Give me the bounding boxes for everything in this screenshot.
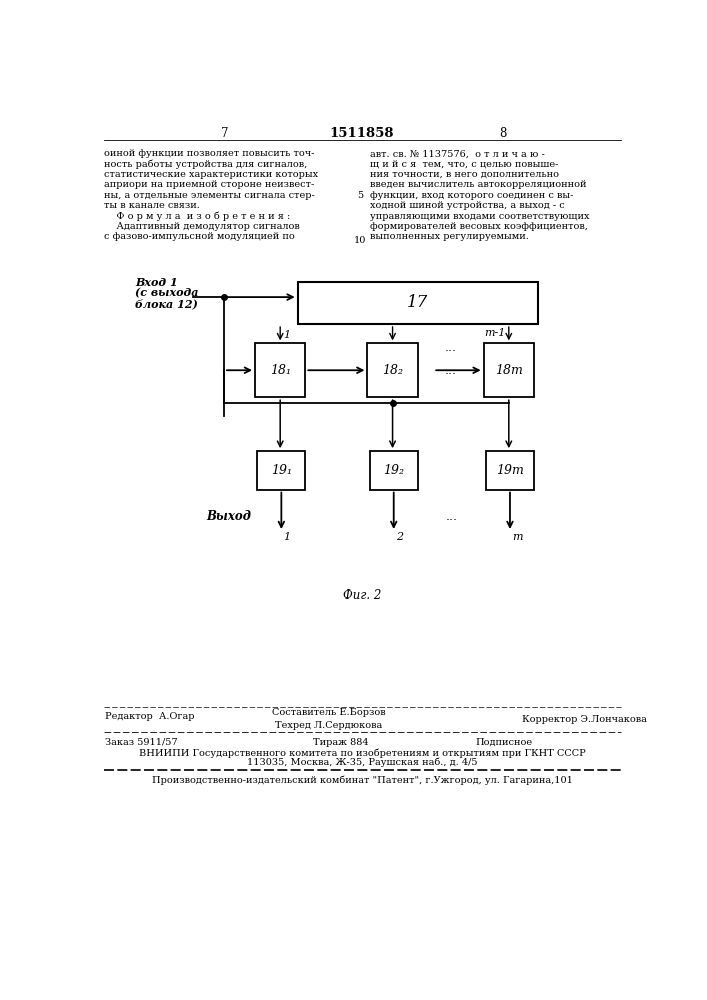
Text: 1: 1: [284, 330, 291, 340]
Text: щ и й с я  тем, что, с целью повыше-: щ и й с я тем, что, с целью повыше-: [370, 160, 558, 169]
Text: ния точности, в него дополнительно: ния точности, в него дополнительно: [370, 170, 559, 179]
Text: 17: 17: [407, 294, 428, 311]
Bar: [484, 343, 534, 397]
Text: ...: ...: [446, 510, 458, 523]
Text: Вход 1: Вход 1: [135, 277, 177, 288]
Text: Составитель Е.Борзов: Составитель Е.Борзов: [271, 708, 385, 717]
Text: ВНИИПИ Государственного комитета по изобретениям и открытиям при ГКНТ СССР: ВНИИПИ Государственного комитета по изоб…: [139, 748, 585, 758]
Text: ны, а отдельные элементы сигнала стер-: ны, а отдельные элементы сигнала стер-: [104, 191, 315, 200]
Bar: [255, 343, 305, 397]
Text: 18₁: 18₁: [269, 364, 291, 377]
Text: блока 12): блока 12): [135, 298, 198, 309]
Text: 19m: 19m: [496, 464, 524, 477]
Text: статистические характеристики которых: статистические характеристики которых: [104, 170, 318, 179]
Text: 10: 10: [354, 236, 367, 245]
Text: 5: 5: [357, 191, 363, 200]
Text: ты в канале связи.: ты в канале связи.: [104, 201, 200, 210]
Text: Производственно-издательский комбинат "Патент", г.Ужгород, ул. Гагарина,101: Производственно-издательский комбинат "П…: [151, 775, 573, 785]
Text: Фиг. 2: Фиг. 2: [343, 589, 381, 602]
Text: Подписное: Подписное: [476, 738, 533, 747]
Text: априори на приемной стороне неизвест-: априори на приемной стороне неизвест-: [104, 180, 314, 189]
Text: m: m: [513, 532, 522, 542]
Text: оиной функции позволяет повысить точ-: оиной функции позволяет повысить точ-: [104, 149, 314, 158]
Text: (с выхода: (с выхода: [135, 288, 199, 299]
Text: Выход: Выход: [206, 510, 251, 523]
Text: ность работы устройства для сигналов,: ность работы устройства для сигналов,: [104, 160, 307, 169]
Bar: [257, 451, 305, 490]
Text: m-1: m-1: [484, 328, 506, 338]
Text: Техред Л.Сердюкова: Техред Л.Сердюкова: [275, 721, 382, 730]
Text: Заказ 5911/57: Заказ 5911/57: [105, 738, 178, 747]
Text: выполненных регулируемыми.: выполненных регулируемыми.: [370, 232, 529, 241]
Text: 19₁: 19₁: [271, 464, 292, 477]
Text: Корректор Э.Лончакова: Корректор Э.Лончакова: [522, 715, 647, 724]
Text: Адаптивный демодулятор сигналов: Адаптивный демодулятор сигналов: [104, 222, 300, 231]
Text: 8: 8: [499, 127, 507, 140]
Text: Ф о р м у л а  и з о б р е т е н и я :: Ф о р м у л а и з о б р е т е н и я :: [104, 212, 290, 221]
Text: ходной шиной устройства, а выход - с: ходной шиной устройства, а выход - с: [370, 201, 564, 210]
Text: функции, вход которого соединен с вы-: функции, вход которого соединен с вы-: [370, 191, 573, 200]
Text: управляющими входами соответствующих: управляющими входами соответствующих: [370, 212, 589, 221]
Text: 1: 1: [284, 532, 291, 542]
Text: с фазово-импульсной модуляцией по: с фазово-импульсной модуляцией по: [104, 232, 295, 241]
Text: 18₂: 18₂: [382, 364, 403, 377]
Bar: [486, 451, 534, 490]
Text: Тираж 884: Тираж 884: [313, 738, 369, 747]
Bar: [368, 343, 418, 397]
Text: авт. св. № 1137576,  о т л и ч а ю -: авт. св. № 1137576, о т л и ч а ю -: [370, 149, 544, 158]
Bar: [298, 282, 538, 324]
Text: 18m: 18m: [495, 364, 522, 377]
Text: 2: 2: [396, 532, 403, 542]
Text: формирователей весовых коэффициентов,: формирователей весовых коэффициентов,: [370, 222, 588, 231]
Text: 19₂: 19₂: [383, 464, 404, 477]
Bar: [370, 451, 418, 490]
Text: введен вычислитель автокорреляционной: введен вычислитель автокорреляционной: [370, 180, 586, 189]
Text: ...: ...: [445, 364, 457, 377]
Text: Редактор  А.Огар: Редактор А.Огар: [105, 712, 195, 721]
Text: ...: ...: [445, 341, 457, 354]
Text: 1511858: 1511858: [329, 127, 395, 140]
Text: 113035, Москва, Ж-35, Раушская наб., д. 4/5: 113035, Москва, Ж-35, Раушская наб., д. …: [247, 757, 477, 767]
Text: 7: 7: [221, 127, 228, 140]
